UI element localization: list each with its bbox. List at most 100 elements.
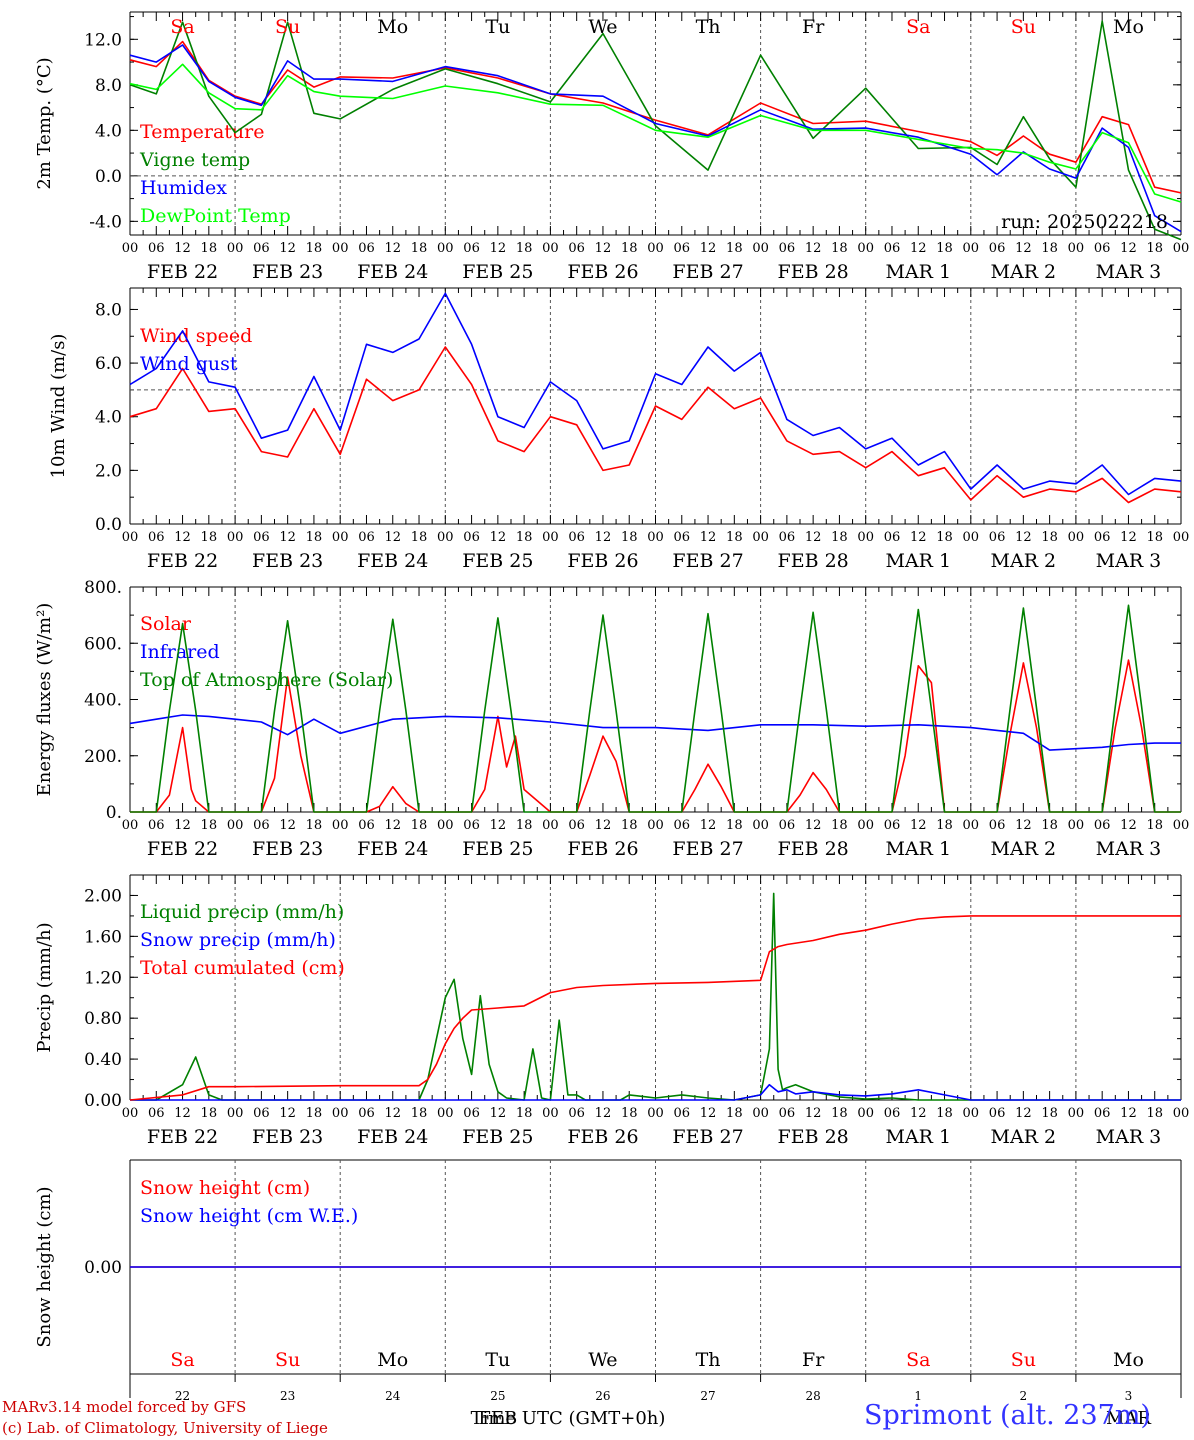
- hour-label: 12: [910, 530, 927, 545]
- hour-label: 06: [1094, 530, 1111, 545]
- hour-label: 00: [122, 530, 139, 545]
- hour-label: 18: [621, 241, 638, 256]
- series-line-temperature: [129, 40, 1182, 194]
- hour-label: 00: [1173, 818, 1190, 833]
- y-tick-label: 600.: [84, 634, 122, 654]
- hour-label: 06: [779, 1106, 796, 1121]
- hour-label: 06: [674, 818, 691, 833]
- date-label: MAR 2: [991, 261, 1057, 283]
- day-name: Th: [696, 1349, 721, 1371]
- date-label: FEB 28: [778, 261, 849, 283]
- date-label: FEB 24: [357, 550, 428, 572]
- date-label: FEB 26: [567, 1126, 638, 1148]
- hour-label: 00: [332, 818, 349, 833]
- date-label: FEB 22: [147, 261, 218, 283]
- hour-label: 00: [1173, 1106, 1190, 1121]
- day-number: 25: [490, 1389, 505, 1403]
- hour-label: 06: [884, 818, 901, 833]
- hour-label: 12: [805, 241, 822, 256]
- legend-entry: Top of Atmosphere (Solar): [140, 669, 393, 691]
- hour-label: 06: [884, 241, 901, 256]
- hour-label: 00: [1068, 530, 1085, 545]
- day-name: Su: [275, 1349, 300, 1371]
- hour-label: 06: [358, 1106, 375, 1121]
- hour-label: 00: [647, 241, 664, 256]
- legend-entry: Wind speed: [140, 325, 252, 347]
- y-tick-label: 8.0: [95, 300, 122, 320]
- date-label: FEB 25: [462, 838, 533, 860]
- date-label: FEB 23: [252, 838, 323, 860]
- hour-label: 00: [857, 1106, 874, 1121]
- hour-label: 18: [831, 241, 848, 256]
- hour-label: 00: [437, 241, 454, 256]
- hour-label: 12: [910, 241, 927, 256]
- y-axis-label: Energy fluxes (W/m²): [34, 603, 55, 797]
- series-line-infrared: [129, 714, 1181, 751]
- date-label: FEB 27: [672, 838, 743, 860]
- station-label: Sprimont (alt. 237m): [864, 1400, 1151, 1431]
- month-label: MAR: [1106, 1408, 1151, 1429]
- hour-label: 06: [568, 1106, 585, 1121]
- hour-label: 12: [595, 818, 612, 833]
- day-name: Tu: [485, 16, 510, 38]
- date-label: FEB 23: [252, 261, 323, 283]
- legend-entry: Wind gust: [140, 353, 238, 375]
- hour-label: 12: [700, 818, 717, 833]
- hour-label: 18: [1041, 530, 1058, 545]
- day-name: Sa: [906, 16, 930, 38]
- y-tick-label: 6.0: [95, 354, 122, 374]
- hour-label: 00: [963, 1106, 980, 1121]
- day-number: 2: [1020, 1389, 1028, 1403]
- hour-label: 18: [516, 530, 533, 545]
- y-tick-label: 12.0: [84, 30, 122, 50]
- y-tick-label: 2.0: [95, 461, 122, 481]
- date-label: FEB 26: [567, 550, 638, 572]
- day-name: Mo: [1113, 16, 1144, 38]
- hour-label: 12: [805, 530, 822, 545]
- legend-entry: Solar: [140, 613, 192, 635]
- hour-label: 06: [779, 241, 796, 256]
- hour-label: 12: [490, 530, 507, 545]
- hour-label: 12: [1015, 530, 1032, 545]
- day-number: 23: [280, 1389, 295, 1403]
- hour-label: 18: [831, 530, 848, 545]
- day-name: Su: [1011, 1349, 1036, 1371]
- hour-label: 06: [148, 241, 165, 256]
- hour-label: 18: [411, 241, 428, 256]
- hour-label: 06: [568, 818, 585, 833]
- y-tick-label: 4.0: [95, 121, 122, 141]
- hour-label: 06: [989, 241, 1006, 256]
- day-name: Sa: [906, 1349, 930, 1371]
- model-credit: MARv3.14 model forced by GFS: [2, 1398, 247, 1416]
- day-name: Mo: [1113, 1349, 1144, 1371]
- hour-label: 00: [1068, 1106, 1085, 1121]
- legend-entry: Infrared: [140, 641, 220, 663]
- hour-label: 18: [1146, 818, 1163, 833]
- hour-label: 00: [227, 818, 244, 833]
- hour-label: 00: [227, 1106, 244, 1121]
- hour-label: 18: [831, 1106, 848, 1121]
- hour-label: 00: [542, 818, 559, 833]
- date-label: FEB 24: [357, 1126, 428, 1148]
- hour-label: 06: [253, 530, 270, 545]
- y-tick-label: 0.00: [84, 1091, 122, 1111]
- date-label: FEB 26: [567, 261, 638, 283]
- hour-label: 12: [700, 241, 717, 256]
- day-number: 26: [595, 1389, 610, 1403]
- hour-label: 18: [1041, 818, 1058, 833]
- hour-label: 00: [542, 530, 559, 545]
- hour-label: 06: [989, 818, 1006, 833]
- hour-label: 06: [148, 1106, 165, 1121]
- hour-label: 00: [647, 818, 664, 833]
- date-label: FEB 25: [462, 261, 533, 283]
- hour-label: 18: [1146, 241, 1163, 256]
- day-name: Sa: [170, 16, 194, 38]
- hour-label: 06: [674, 241, 691, 256]
- hour-label: 18: [1146, 1106, 1163, 1121]
- hour-label: 00: [857, 241, 874, 256]
- hour-label: 06: [463, 1106, 480, 1121]
- hour-label: 06: [674, 1106, 691, 1121]
- hour-label: 06: [1094, 818, 1111, 833]
- legend-entry: DewPoint Temp: [140, 205, 291, 227]
- hour-label: 18: [1041, 241, 1058, 256]
